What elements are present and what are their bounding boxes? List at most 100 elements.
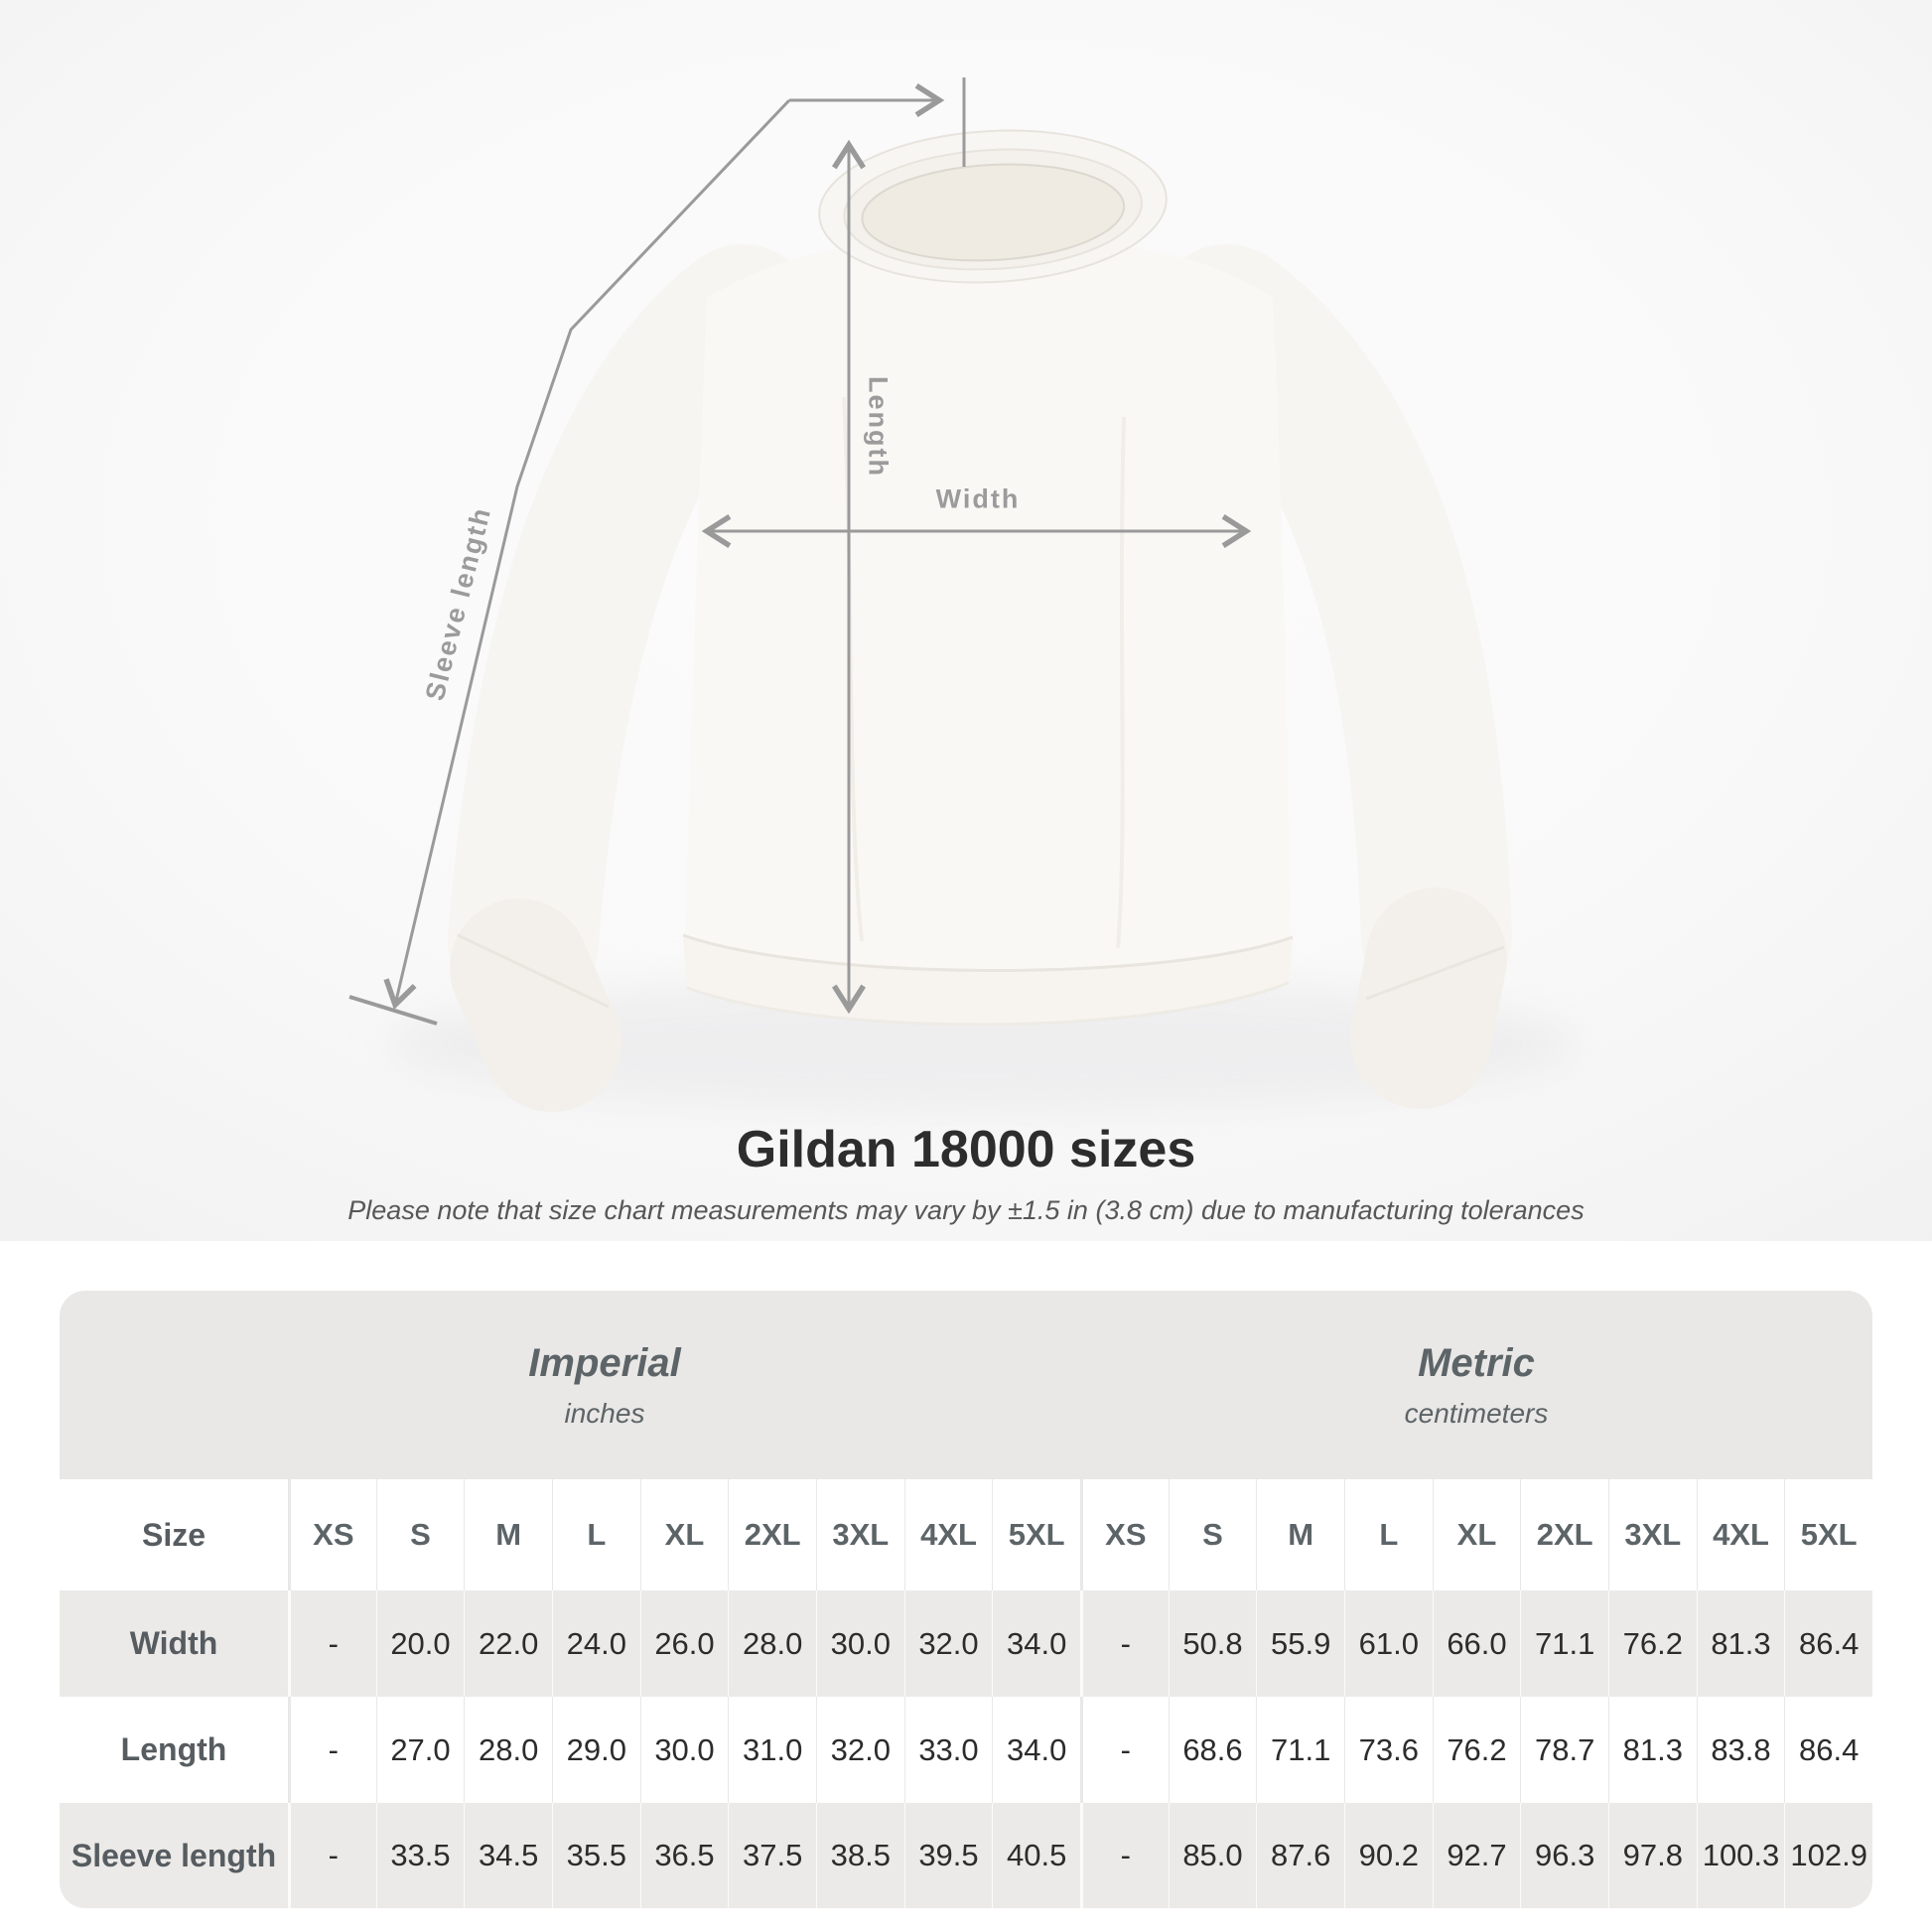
cell-value: 30.0 [815, 1590, 904, 1697]
size-col-header: 5XL [992, 1479, 1080, 1590]
cell-value: 29.0 [551, 1697, 640, 1803]
left-cuff [450, 898, 621, 1112]
body [685, 236, 1291, 1008]
size-col-header: L [1343, 1479, 1433, 1590]
size-col-header: S [375, 1479, 465, 1590]
cell-value: 76.2 [1607, 1590, 1697, 1697]
cell-value: 34.5 [464, 1803, 552, 1908]
size-col-header: 3XL [1607, 1479, 1697, 1590]
right-sleeve [1152, 244, 1512, 1013]
cell-value: 37.5 [728, 1803, 816, 1908]
size-col-header: 5XL [1784, 1479, 1872, 1590]
cell-value: 27.0 [375, 1697, 465, 1803]
cell-value: 34.0 [992, 1697, 1080, 1803]
product-photo: Length Width Sleeve length [0, 0, 1932, 1241]
cell-value: 73.6 [1343, 1697, 1433, 1803]
cell-value: - [288, 1697, 376, 1803]
cell-value: 50.8 [1168, 1590, 1257, 1697]
cell-value: - [1079, 1697, 1169, 1803]
size-col-header: 2XL [1520, 1479, 1608, 1590]
cell-value: 78.7 [1520, 1697, 1608, 1803]
cell-value: 20.0 [375, 1590, 465, 1697]
cell-value: 76.2 [1432, 1697, 1521, 1803]
cell-value: 81.3 [1607, 1697, 1697, 1803]
imperial-section-header: Imperial inches [60, 1291, 1080, 1479]
size-corner-label: Size [60, 1479, 288, 1590]
cell-value: 32.0 [815, 1697, 904, 1803]
cell-value: 92.7 [1432, 1803, 1521, 1908]
cell-value: 28.0 [728, 1590, 816, 1697]
cell-value: 83.8 [1696, 1697, 1785, 1803]
size-col-header: 2XL [728, 1479, 816, 1590]
metric-label: Metric [1418, 1340, 1535, 1385]
cell-value: 28.0 [464, 1697, 552, 1803]
tolerance-note: Please note that size chart measurements… [347, 1195, 1585, 1225]
size-col-header: XS [288, 1479, 376, 1590]
width-diagram-label: Width [935, 483, 1021, 514]
cell-value: 33.0 [903, 1697, 993, 1803]
cell-value: 87.6 [1256, 1803, 1344, 1908]
cell-value: - [1079, 1803, 1169, 1908]
cell-value: 36.5 [639, 1803, 729, 1908]
cell-value: 39.5 [903, 1803, 993, 1908]
cell-value: - [1079, 1590, 1169, 1697]
metric-unit: centimeters [1404, 1397, 1549, 1429]
cell-value: 96.3 [1520, 1803, 1608, 1908]
metric-section-header: Metric centimeters [1079, 1291, 1872, 1479]
cell-value: 35.5 [551, 1803, 640, 1908]
size-col-header: S [1168, 1479, 1257, 1590]
row-label: Sleeve length [60, 1803, 288, 1908]
collar [818, 129, 1168, 284]
cell-value: 85.0 [1168, 1803, 1257, 1908]
cell-value: 24.0 [551, 1590, 640, 1697]
row-label: Length [60, 1697, 288, 1803]
cell-value: 81.3 [1696, 1590, 1785, 1697]
cell-value: 97.8 [1607, 1803, 1697, 1908]
page-title: Gildan 18000 sizes [736, 1121, 1196, 1178]
imperial-unit: inches [564, 1397, 645, 1429]
garment-shadow [387, 975, 1579, 1114]
fold-line [1116, 416, 1126, 949]
cell-value: 71.1 [1520, 1590, 1608, 1697]
size-col-header: 4XL [1696, 1479, 1785, 1590]
cell-value: 40.5 [992, 1803, 1080, 1908]
cell-value: 86.4 [1784, 1697, 1872, 1803]
size-table: Imperial inches Metric centimeters Size … [60, 1291, 1872, 1908]
cell-value: 71.1 [1256, 1697, 1344, 1803]
cell-value: 90.2 [1343, 1803, 1433, 1908]
right-cuff [1350, 888, 1507, 1109]
left-cuff-seam [457, 933, 610, 1009]
cell-value: - [288, 1590, 376, 1697]
size-col-header: 4XL [903, 1479, 993, 1590]
cell-value: 86.4 [1784, 1590, 1872, 1697]
measurement-lines [348, 77, 1252, 1026]
cell-value: 26.0 [639, 1590, 729, 1697]
size-col-header: XL [639, 1479, 729, 1590]
length-diagram-label: Length [863, 376, 894, 478]
sleeve-length-arrow [383, 98, 791, 1011]
imperial-label: Imperial [528, 1340, 681, 1385]
cell-value: 31.0 [728, 1697, 816, 1803]
size-col-header: L [551, 1479, 640, 1590]
size-col-header: XS [1079, 1479, 1169, 1590]
size-col-header: M [1256, 1479, 1344, 1590]
waistband-hem [686, 981, 1290, 1027]
right-cuff-seam [1365, 945, 1505, 1001]
cell-value: 30.0 [639, 1697, 729, 1803]
size-col-header: M [464, 1479, 552, 1590]
cell-value: 102.9 [1784, 1803, 1872, 1908]
cell-value: 66.0 [1432, 1590, 1521, 1697]
cell-value: 61.0 [1343, 1590, 1433, 1697]
cell-value: - [288, 1803, 376, 1908]
cell-value: 55.9 [1256, 1590, 1344, 1697]
cell-value: 32.0 [903, 1590, 993, 1697]
size-col-header: 3XL [815, 1479, 904, 1590]
cell-value: 33.5 [375, 1803, 465, 1908]
size-col-header: XL [1432, 1479, 1521, 1590]
left-sleeve [448, 244, 818, 1017]
row-label: Width [60, 1590, 288, 1697]
cell-value: 68.6 [1168, 1697, 1257, 1803]
cell-value: 22.0 [464, 1590, 552, 1697]
sweatshirt-diagram [0, 0, 1932, 1241]
